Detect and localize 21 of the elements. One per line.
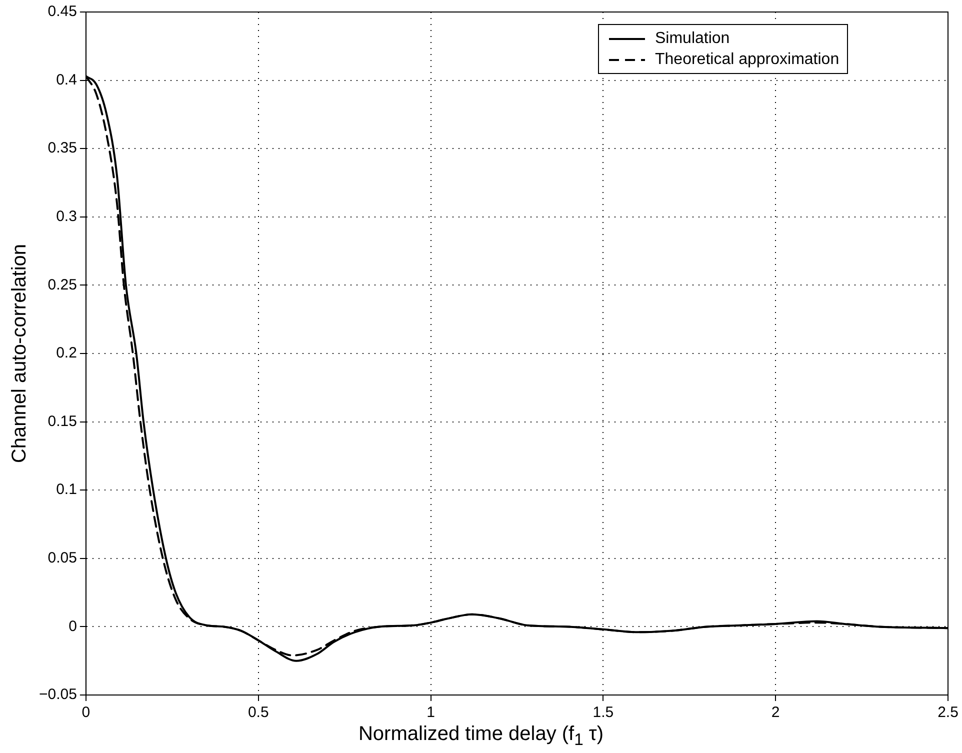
y-tick-label: 0.35 <box>48 140 77 157</box>
y-tick-label: −0.05 <box>38 686 77 704</box>
x-tick-label: 0.5 <box>248 704 269 722</box>
y-axis-title: Channel auto-correlation <box>8 244 31 464</box>
x-axis-title: Normalized time delay (f$_{1}$ τ) <box>357 723 604 750</box>
y-tick-label: 0.05 <box>48 550 77 567</box>
legend-label: Simulation <box>655 29 730 49</box>
x-tick-label: 2 <box>771 704 780 722</box>
y-tick-label: 0.15 <box>48 412 77 430</box>
y-tick-label: 0.3 <box>56 208 77 226</box>
y-tick-label: 0.25 <box>48 276 77 294</box>
x-tick-label: 1.5 <box>592 704 614 722</box>
legend-label: Theoretical approximation <box>655 50 840 70</box>
x-tick-label: 2.5 <box>938 704 958 722</box>
y-tick-label: 0.45 <box>48 3 77 20</box>
y-tick-label: 0.1 <box>56 481 77 498</box>
y-tick-label: 0 <box>68 618 77 635</box>
x-tick-label: 1 <box>426 704 435 722</box>
x-tick-label: 0 <box>82 704 90 722</box>
y-tick-label: 0.2 <box>56 344 77 362</box>
y-tick-label: 0.4 <box>56 71 77 88</box>
